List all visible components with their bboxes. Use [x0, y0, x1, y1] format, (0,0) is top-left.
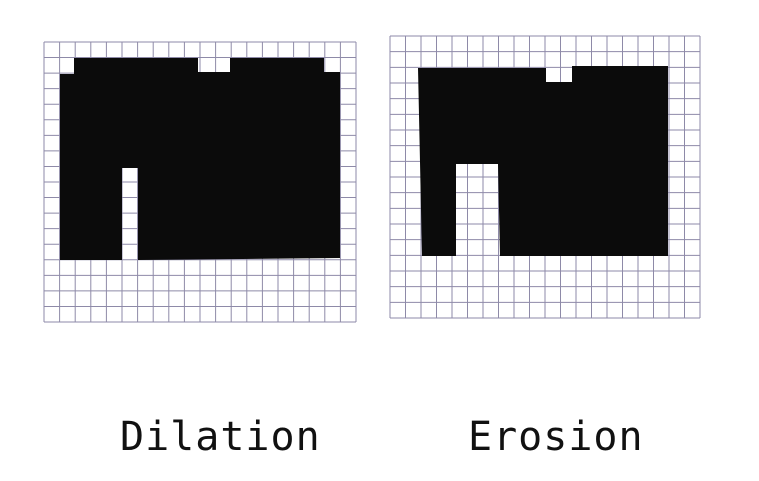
erosion-shape [418, 66, 668, 256]
erosion-grid [389, 35, 701, 319]
dilation-grid-panel [43, 41, 357, 323]
dilation-grid [43, 41, 357, 323]
dilation-shape [60, 58, 340, 260]
erosion-caption: Erosion [468, 414, 644, 460]
erosion-grid-panel [389, 35, 701, 319]
dilation-caption: Dilation [120, 414, 321, 460]
